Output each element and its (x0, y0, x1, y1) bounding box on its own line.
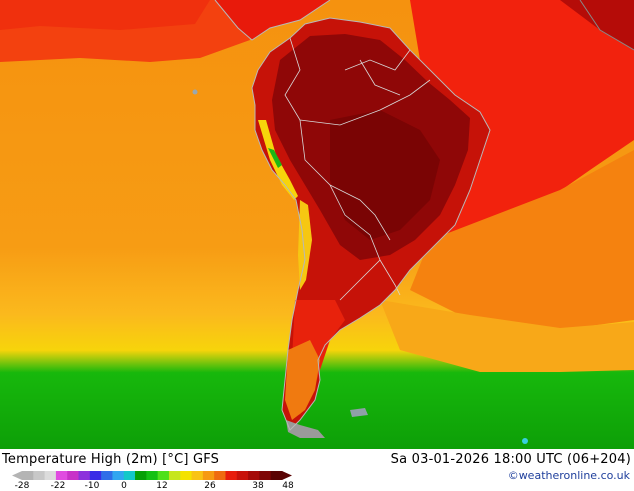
scale-cell (44, 471, 57, 480)
scale-cell (214, 471, 226, 480)
scale-cell (236, 471, 249, 480)
scale-arrow-low (12, 471, 22, 480)
north-red-band (0, 0, 210, 30)
scale-tick-label: -22 (50, 481, 66, 491)
galapagos-islands (192, 89, 198, 95)
scale-tick-label: 12 (156, 481, 168, 491)
scale-tick-label: -10 (84, 481, 100, 491)
scale-cell (101, 471, 113, 480)
andes-green-patch (268, 148, 282, 168)
scale-cell (259, 471, 272, 480)
scale-cell (33, 471, 46, 480)
credit-link[interactable]: ©weatheronline.co.uk (507, 469, 630, 482)
scale-cell (191, 471, 204, 480)
scale-cell (22, 471, 34, 480)
scale-cell (146, 471, 159, 480)
scale-cell (270, 471, 283, 480)
color-scale-legend: -28 -22 -10 0 12 26 38 48 (0, 471, 300, 491)
scale-tick-label: 0 (121, 481, 127, 491)
scale-tick-label: 38 (252, 481, 264, 491)
temperature-map (0, 0, 634, 449)
scale-cell (112, 471, 125, 480)
scale-cell (225, 471, 238, 480)
island-dot (522, 438, 528, 444)
caribbean-coastline (579, 0, 634, 51)
central-america-land (215, 0, 330, 40)
north-coastline (214, 0, 331, 41)
atlantic-orange-zone (410, 150, 634, 330)
scale-cell (248, 471, 260, 480)
scale-tick-label: 48 (282, 481, 294, 491)
scale-tick-label: -28 (14, 481, 30, 491)
scale-cell (89, 471, 102, 480)
scale-cell (78, 471, 91, 480)
southern-cone-orange (285, 340, 320, 420)
atlantic-orange-zone-2 (380, 300, 634, 372)
color-scale-bar (12, 471, 292, 480)
brazil-interior-core (330, 110, 440, 240)
scale-cell (202, 471, 215, 480)
scale-cell (55, 471, 68, 480)
scale-cell (180, 471, 193, 480)
andes-south-strip (298, 200, 312, 290)
scale-cell (157, 471, 170, 480)
scale-cell (123, 471, 136, 480)
valid-time: Sa 03-01-2026 18:00 UTC (06+204) (390, 452, 631, 467)
scale-arrow-high (282, 471, 292, 480)
scale-tick-label: 26 (204, 481, 216, 491)
scale-cell (67, 471, 80, 480)
falkland-islands (350, 408, 368, 417)
scale-cell (168, 471, 181, 480)
coastline (251, 17, 491, 431)
country-borders (284, 37, 431, 301)
map-footer: Temperature High (2m) [°C] GFS Sa 03-01-… (0, 449, 634, 491)
scale-cell (135, 471, 147, 480)
map-title: Temperature High (2m) [°C] GFS (2, 452, 220, 467)
